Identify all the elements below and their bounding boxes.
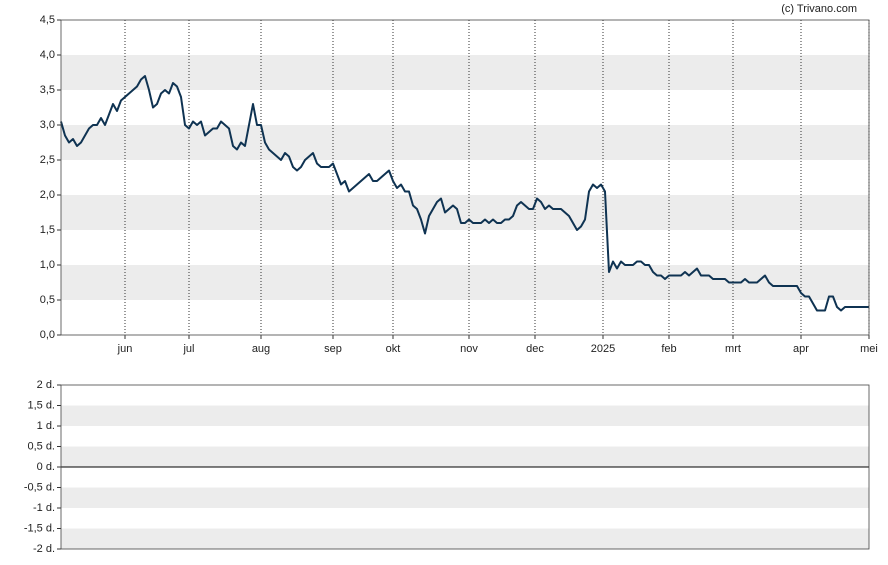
y-tick-label: 0,0 [40, 329, 55, 341]
y-tick-label: 2,0 [40, 189, 55, 201]
y-tick-label: 4,5 [40, 14, 55, 26]
y-tick-label: -2 d. [33, 543, 55, 555]
y-tick-label: 1,5 [40, 224, 55, 236]
grid-band [61, 125, 869, 160]
y-tick-label: 1 d. [37, 420, 55, 432]
y-tick-label: -1 d. [33, 502, 55, 514]
x-tick-label: apr [793, 343, 809, 355]
y-tick-label: 4,0 [40, 49, 55, 61]
y-tick-label: 0,5 [40, 294, 55, 306]
y-tick-label: -0,5 d. [24, 481, 55, 493]
plot-frame [60, 19, 870, 336]
y-tick-label: 2 d. [37, 379, 55, 391]
x-tick-label: feb [661, 343, 676, 355]
x-tick-label: mei [860, 343, 878, 355]
y-tick-label: 1,5 d. [27, 399, 55, 411]
grid-band [61, 446, 869, 467]
x-tick-label: dec [526, 343, 544, 355]
plot-frame [60, 384, 870, 550]
x-tick-label: okt [386, 343, 401, 355]
x-tick-label: mrt [725, 343, 741, 355]
grid-band [61, 528, 869, 549]
grid-band [61, 405, 869, 426]
y-tick-label: 0 d. [37, 461, 55, 473]
credit: (c) Trivano.com [781, 3, 857, 15]
y-tick-label: 3,0 [40, 119, 55, 131]
x-tick-label: aug [252, 343, 270, 355]
y-tick-label: 2,5 [40, 154, 55, 166]
y-tick-label: 3,5 [40, 84, 55, 96]
price-line [60, 75, 869, 312]
x-tick-label: nov [460, 343, 478, 355]
y-tick-label: 1,0 [40, 259, 55, 271]
y-tick-label: -1,5 d. [24, 522, 55, 534]
grid-band [61, 55, 869, 90]
x-tick-label: 2025 [591, 343, 615, 355]
x-tick-label: sep [324, 343, 342, 355]
x-tick-label: jun [117, 343, 133, 355]
grid-band [61, 195, 869, 230]
y-tick-label: 0,5 d. [27, 440, 55, 452]
x-tick-label: jul [182, 343, 194, 355]
grid-band [61, 487, 869, 508]
